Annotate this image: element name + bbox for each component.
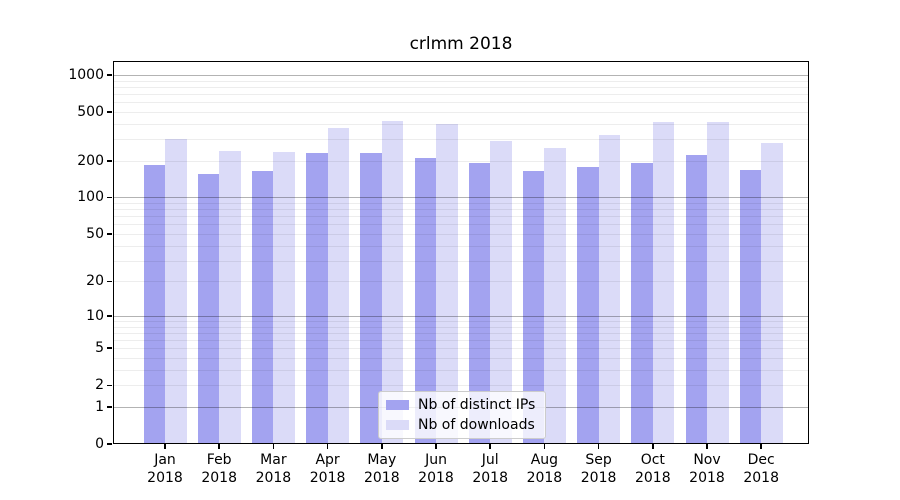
legend-swatch-downloads	[386, 420, 409, 430]
y-axis-tick-label: 1000	[68, 66, 104, 83]
x-axis-tick-label: Feb 2018	[201, 452, 237, 486]
bar-downloads	[707, 121, 729, 444]
y-axis-tick	[107, 280, 112, 283]
gridline-minor	[113, 111, 809, 113]
x-axis-tick-label: Sep 2018	[580, 452, 617, 486]
x-axis-tick-label: Apr 2018	[309, 452, 346, 486]
x-axis-tick-label: May 2018	[363, 452, 400, 486]
x-axis-tick-label: Nov 2018	[689, 452, 725, 486]
bar-distinct-ips	[631, 163, 653, 444]
x-axis-tick	[489, 444, 491, 449]
bar-distinct-ips	[468, 162, 491, 444]
y-axis-tick-label: 0	[95, 436, 104, 452]
bar-distinct-ips	[739, 169, 762, 444]
x-axis-tick-label: Mar 2018	[255, 452, 292, 486]
gridline-minor	[113, 80, 809, 82]
y-axis-tick	[107, 111, 112, 113]
x-axis-tick	[543, 444, 546, 449]
x-axis-tick-label: Oct 2018	[634, 452, 671, 486]
y-axis-tick-label: 500	[77, 103, 104, 120]
x-axis-tick	[435, 444, 437, 449]
legend-label-distinct-ips: Nb of distinct IPs	[418, 397, 536, 413]
bar-downloads	[652, 121, 675, 444]
y-axis-tick-label: 50	[86, 225, 104, 242]
bar-downloads	[327, 128, 350, 444]
bar-distinct-ips	[360, 153, 382, 444]
bar-distinct-ips	[577, 167, 599, 444]
legend-entry-downloads: Nb of downloads	[386, 417, 535, 433]
x-axis-tick	[218, 444, 220, 449]
y-axis-tick-label: 20	[86, 273, 104, 290]
gridline-minor	[113, 139, 809, 141]
x-axis-tick	[326, 444, 329, 449]
legend-label-downloads: Nb of downloads	[418, 417, 535, 433]
gridline-minor	[113, 86, 809, 88]
y-axis-tick-label: 100	[77, 189, 104, 206]
bar-distinct-ips	[414, 158, 436, 444]
bar-downloads	[273, 151, 295, 444]
bar-distinct-ips	[522, 170, 545, 444]
x-axis-tick	[760, 444, 762, 449]
legend: Nb of distinct IPs Nb of downloads	[378, 391, 547, 439]
bar-distinct-ips	[685, 155, 707, 444]
bar-downloads	[381, 121, 404, 444]
y-axis-tick	[107, 347, 112, 350]
y-axis-tick	[107, 159, 112, 162]
gridline-minor	[113, 93, 809, 95]
y-axis-tick	[107, 443, 112, 445]
x-axis-tick-label: Jul 2018	[472, 452, 508, 486]
y-axis-tick-label: 1	[95, 398, 104, 415]
gridline-minor	[113, 123, 809, 125]
bar-downloads	[544, 147, 566, 444]
y-axis-tick	[107, 315, 112, 317]
x-axis-tick-label: Aug 2018	[526, 452, 563, 486]
y-axis-tick	[107, 74, 112, 76]
x-axis-tick	[652, 444, 654, 449]
y-axis-tick-label: 200	[77, 152, 104, 169]
chart-title: crlmm 2018	[409, 34, 513, 54]
y-axis-tick-label: 2	[95, 377, 104, 394]
bar-downloads	[598, 134, 621, 444]
x-axis-tick	[706, 444, 708, 449]
bar-distinct-ips	[197, 174, 220, 444]
gridline-minor	[113, 102, 809, 104]
y-axis-tick-label: 5	[95, 340, 104, 357]
x-axis-tick	[164, 444, 166, 449]
bar-downloads	[165, 139, 187, 444]
x-axis-tick	[272, 444, 275, 449]
bar-downloads	[761, 142, 783, 444]
bar-downloads	[219, 151, 241, 444]
x-axis-tick-label: Jan 2018	[147, 452, 183, 486]
x-axis-tick-label: Dec 2018	[743, 452, 779, 486]
gridline-major	[113, 74, 809, 76]
y-axis-tick	[107, 384, 112, 387]
legend-swatch-distinct-ips	[386, 400, 409, 410]
y-axis-tick	[107, 406, 112, 408]
x-axis-tick-label: Jun 2018	[418, 452, 454, 486]
bar-distinct-ips	[143, 165, 165, 444]
x-axis-tick	[597, 444, 600, 449]
legend-entry-distinct-ips: Nb of distinct IPs	[386, 397, 535, 413]
bar-distinct-ips	[251, 171, 274, 444]
y-axis-tick-label: 10	[86, 307, 104, 324]
plot-area: Nb of distinct IPs Nb of downloads 0 1 2 5 1…	[68, 61, 809, 486]
bar-distinct-ips	[306, 152, 328, 444]
y-axis-tick	[107, 196, 112, 199]
x-axis-tick	[381, 444, 383, 449]
y-axis-tick	[107, 233, 112, 235]
